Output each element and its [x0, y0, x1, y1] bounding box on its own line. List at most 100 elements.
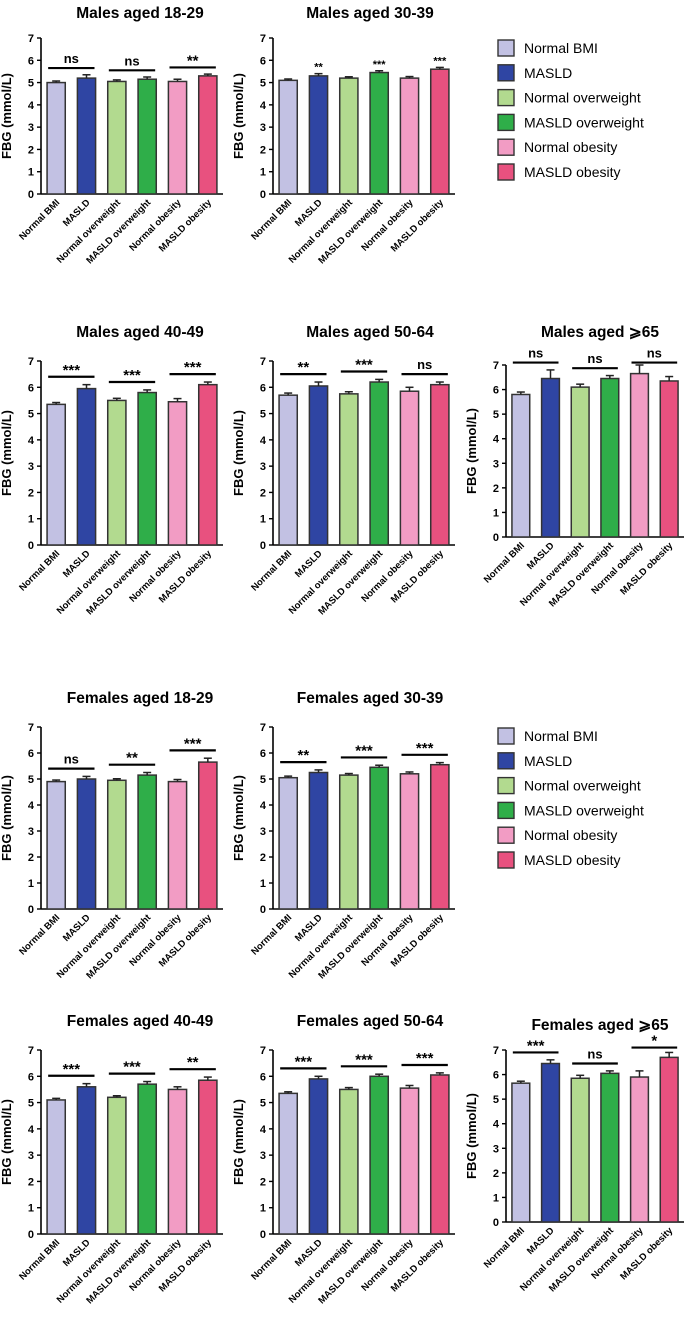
bar-masld-overweight	[369, 766, 390, 910]
bar-masld	[76, 1086, 97, 1235]
y-tick-label: 7	[28, 722, 34, 734]
y-tick-label: 6	[28, 382, 34, 394]
bar-normal-overweight	[338, 393, 359, 546]
y-axis-label: FBG (mmol/L)	[231, 775, 246, 861]
bar-normal-bmi	[511, 393, 531, 538]
chart-panel-females-aged-65: Females aged ⩾65 FBG (mmol/L) 0 1 2 3 4 5 6 7 Norm…	[464, 1017, 684, 1294]
y-tick-label: 1	[28, 167, 34, 179]
y-tick-label: 4	[493, 1119, 500, 1131]
chart-title: Females aged 30-39	[297, 690, 444, 707]
bar-masld-obesity	[429, 68, 450, 195]
x-tick-label: Normal BMI	[17, 912, 62, 957]
y-tick-label: 0	[260, 904, 266, 916]
legend-swatch	[497, 851, 515, 869]
y-axis-label: FBG (mmol/L)	[0, 1099, 14, 1185]
bar-masld	[308, 771, 329, 910]
y-tick-label: 2	[260, 144, 266, 156]
y-tick-label: 3	[28, 122, 34, 134]
y-tick-label: 4	[28, 435, 35, 447]
x-tick-label: Normal BMI	[17, 1237, 62, 1282]
bar-normal-overweight	[570, 1077, 590, 1223]
y-tick-label: 3	[28, 1150, 34, 1162]
significance-label: ns	[587, 351, 602, 366]
significance-label: ***	[295, 1053, 313, 1070]
bar-masld-overweight	[600, 377, 620, 538]
y-tick-label: 0	[28, 540, 34, 552]
y-tick-label: 2	[260, 487, 266, 499]
y-tick-label: 2	[260, 852, 266, 864]
y-tick-label: 3	[260, 1150, 266, 1162]
bar-normal-obesity	[399, 77, 420, 195]
y-tick-label: 1	[260, 878, 266, 890]
y-tick-label: 5	[28, 78, 34, 90]
y-tick-label: 7	[28, 1045, 34, 1057]
significance-label: **	[187, 1054, 199, 1071]
significance-label: ns	[528, 346, 543, 361]
chart-title: Females aged 40-49	[67, 1013, 214, 1030]
significance-label: ***	[63, 362, 81, 379]
bar-normal-overweight	[106, 1096, 127, 1235]
legend-label: Normal obesity	[524, 827, 617, 843]
legend-swatch	[497, 138, 515, 156]
x-tick-label: MASLD obesity	[618, 1225, 676, 1283]
bar-masld-obesity	[197, 761, 218, 910]
bar-normal-bmi	[511, 1082, 531, 1223]
y-tick-label: 1	[493, 507, 499, 519]
chart-panel-females-aged-40-49: Females aged 40-49 FBG (mmol/L) 0 1 2 3 4 5 6 7 No…	[0, 1013, 223, 1306]
legend-swatch	[497, 88, 515, 107]
significance-label: ***	[123, 367, 141, 384]
y-axis-label: FBG (mmol/L)	[0, 775, 14, 861]
y-tick-label: 4	[260, 800, 267, 812]
x-tick-label: MASLD obesity	[389, 912, 447, 970]
significance-label: *	[651, 1033, 657, 1050]
y-axis-label: FBG (mmol/L)	[464, 408, 479, 494]
x-tick-label: Normal BMI	[482, 540, 527, 585]
chart-panel-males-aged-65: Males aged ⩾65 FBG (mmol/L) 0 1 2 3 4 5 6 7 Normal…	[464, 324, 684, 609]
y-tick-label: 5	[493, 1094, 499, 1106]
x-tick-label: Normal obesity	[127, 1237, 184, 1294]
y-tick-label: 2	[28, 144, 34, 156]
chart-panel-females-aged-30-39: Females aged 30-39 FBG (mmol/L) 0 1 2 3 4 5 6 7 No…	[231, 690, 455, 981]
y-tick-label: 7	[260, 1045, 266, 1057]
bar-masld	[308, 1078, 329, 1235]
legend-swatch	[497, 826, 515, 844]
x-tick-label: MASLD obesity	[389, 548, 447, 606]
x-tick-label: Normal obesity	[127, 548, 184, 605]
bar-normal-obesity	[629, 1076, 650, 1223]
y-tick-label: 0	[28, 904, 34, 916]
bar-masld-obesity	[429, 1074, 450, 1235]
x-tick-label: MASLD obesity	[618, 540, 676, 598]
bar-normal-obesity	[167, 400, 188, 546]
bar-normal-obesity	[399, 1087, 420, 1235]
bar-normal-obesity	[167, 80, 188, 195]
y-tick-label: 2	[493, 1168, 499, 1180]
legend-swatch	[497, 752, 515, 770]
y-tick-label: 1	[260, 1203, 266, 1215]
y-tick-label: 6	[260, 55, 266, 67]
bar-masld-overweight	[137, 391, 158, 546]
y-tick-label: 5	[493, 409, 499, 421]
bar-masld-overweight	[137, 774, 158, 910]
bar-masld-obesity	[659, 380, 679, 538]
y-tick-label: 6	[28, 748, 34, 760]
bar-masld-overweight	[369, 71, 390, 195]
chart-panel-females-aged-50-64: Females aged 50-64 FBG (mmol/L) 0 1 2 3 4 5 6 7 No…	[231, 1013, 455, 1306]
y-tick-label: 1	[28, 878, 34, 890]
y-tick-label: 3	[260, 122, 266, 134]
bar-normal-bmi	[46, 1099, 67, 1235]
significance-label: ***	[355, 357, 373, 374]
y-tick-label: 3	[28, 461, 34, 473]
chart-title: Males aged 18-29	[76, 5, 204, 22]
y-tick-label: 7	[493, 1045, 499, 1057]
x-tick-label: Normal obesity	[127, 912, 184, 969]
x-tick-label: Normal BMI	[17, 548, 62, 593]
legend-label: Normal overweight	[524, 90, 641, 106]
legend-swatch	[497, 39, 515, 57]
y-tick-label: 1	[28, 514, 34, 526]
chart-panel-males-aged-18-29: Males aged 18-29 FBG (mmol/L) 0 1 2 3 4 5 6 7 Norm…	[0, 5, 223, 266]
y-tick-label: 2	[493, 483, 499, 495]
chart-panel-males-aged-30-39: Males aged 30-39 FBG (mmol/L) 0 1 2 3 4 5 6 7 Norm…	[231, 5, 455, 266]
bar-normal-overweight	[106, 779, 127, 910]
significance-label: ***	[416, 1050, 434, 1067]
